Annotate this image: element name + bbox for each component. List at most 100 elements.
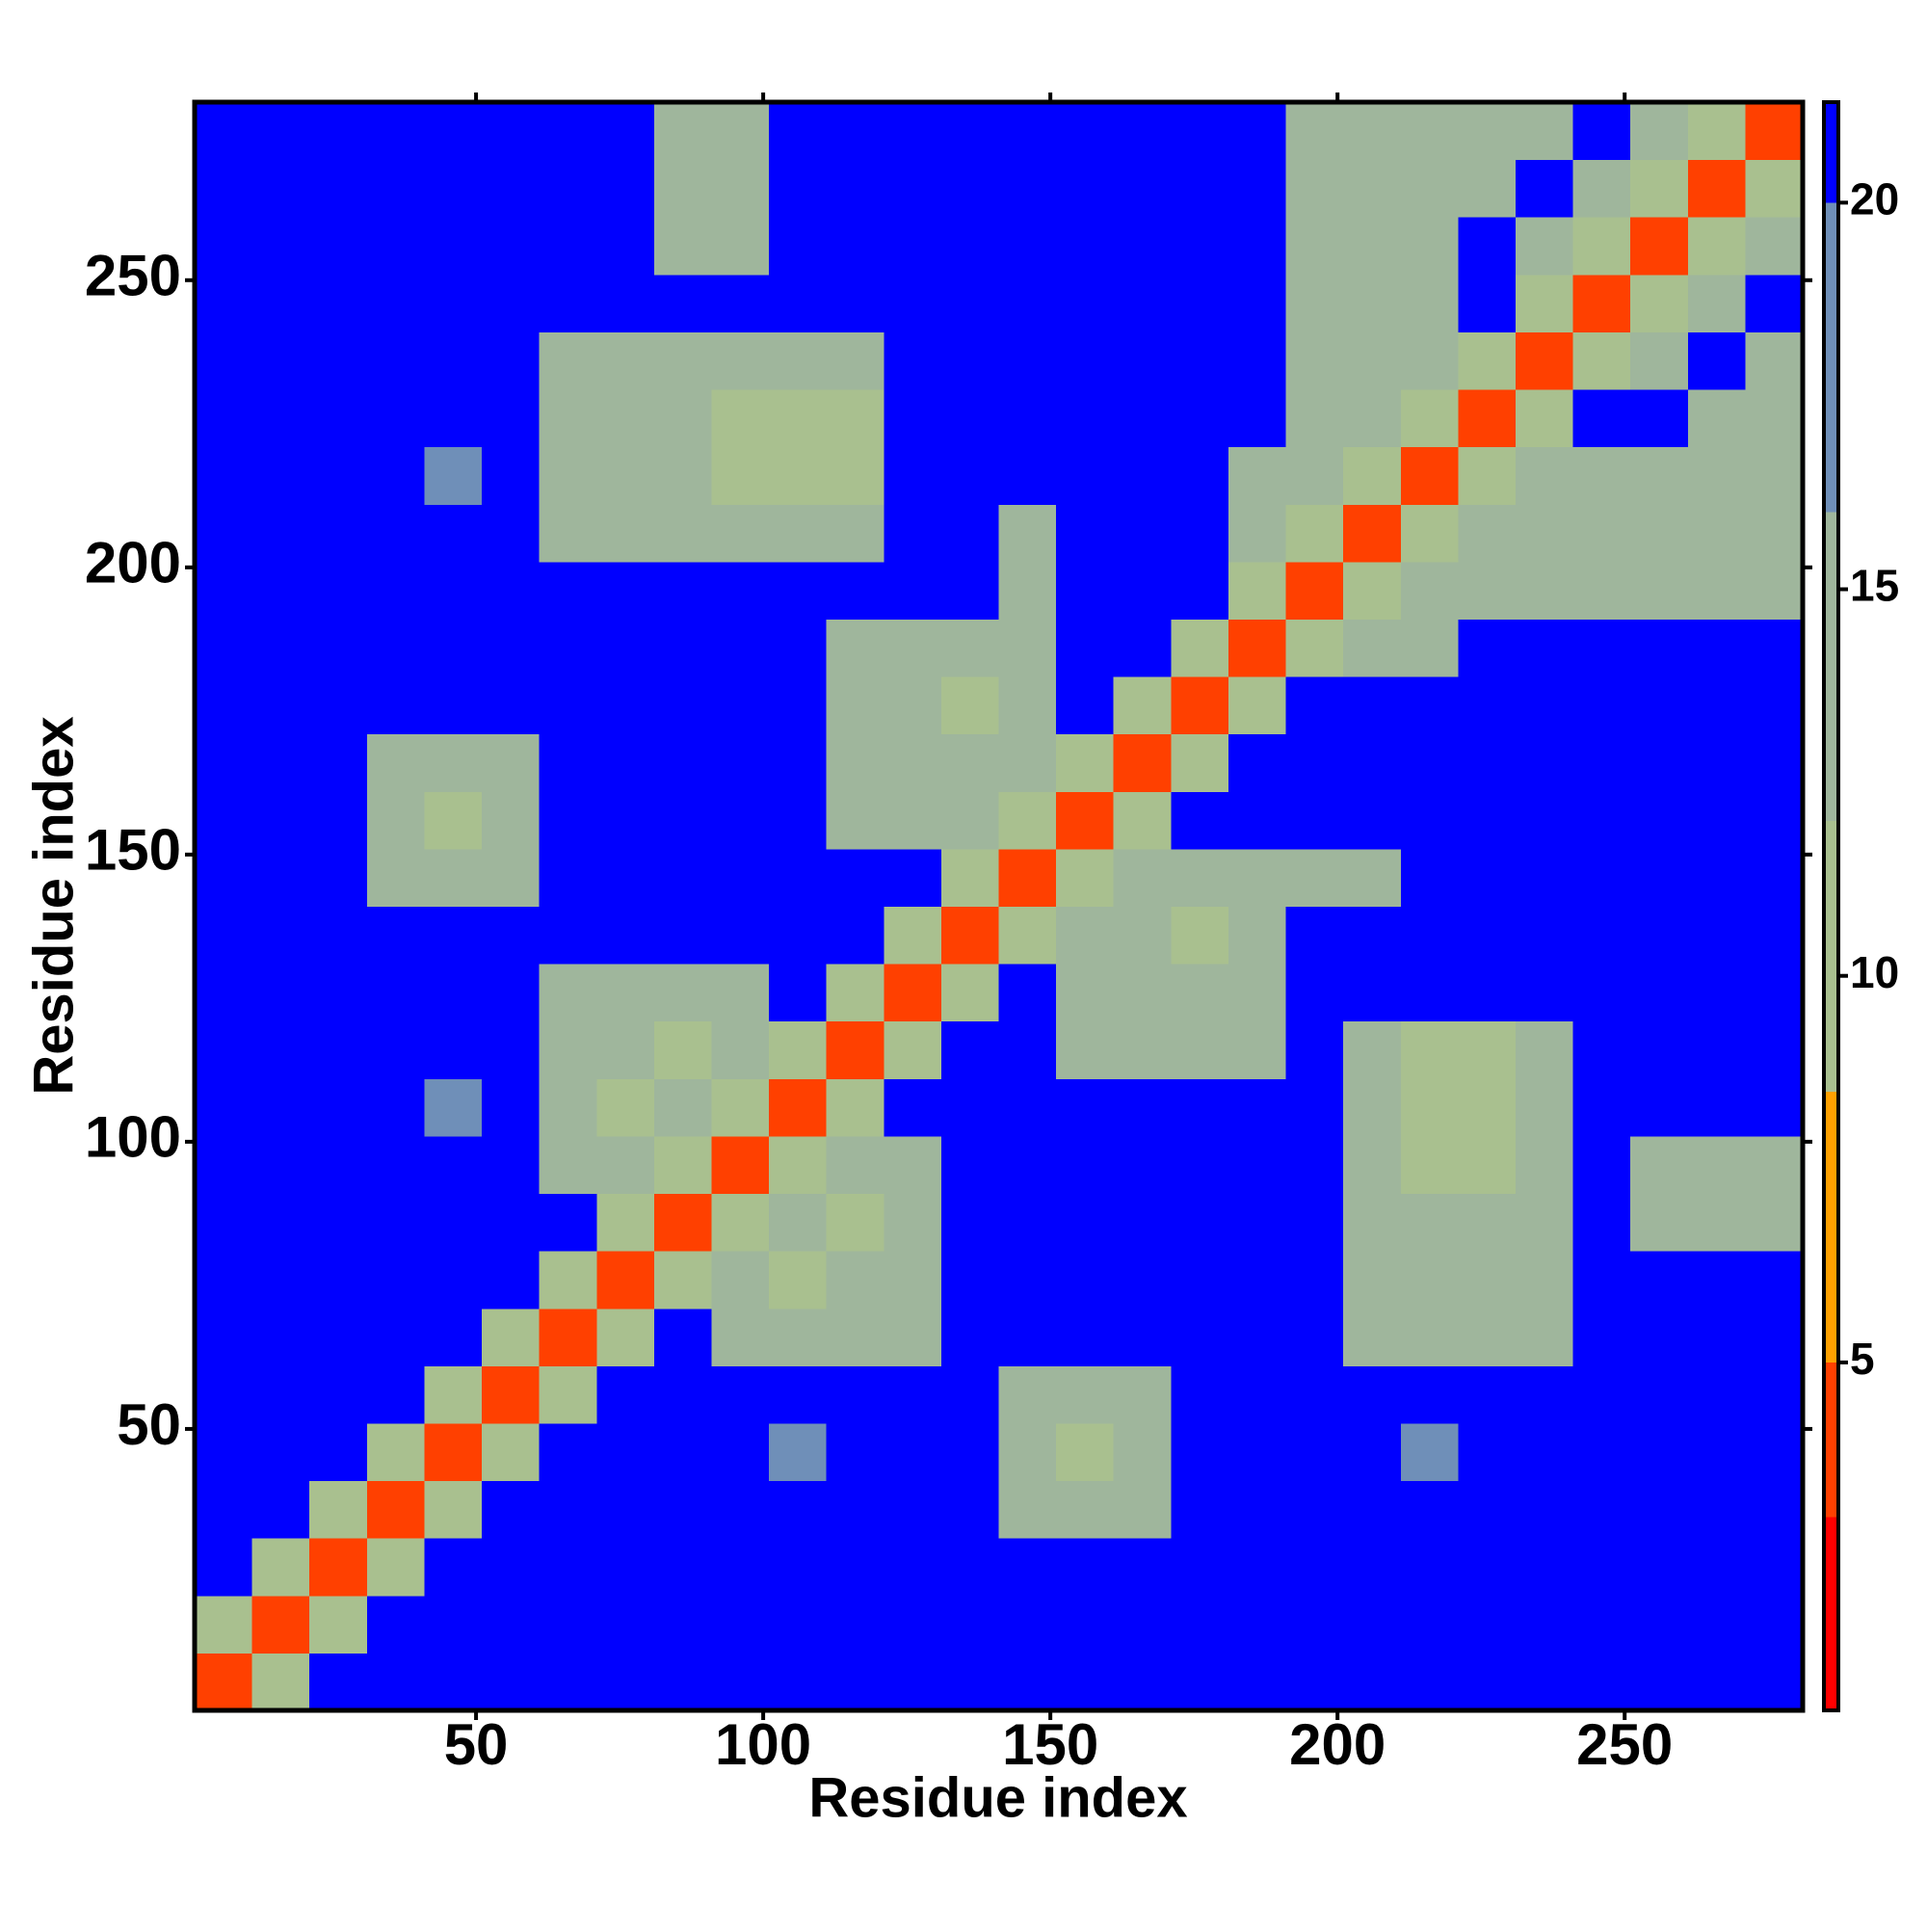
heatmap-cell	[1056, 1653, 1115, 1711]
heatmap-cell	[1285, 389, 1344, 448]
heatmap-cell	[826, 619, 884, 677]
heatmap-cell	[1285, 1308, 1344, 1366]
heatmap-cell	[653, 274, 712, 332]
heatmap-cell	[711, 1308, 770, 1366]
heatmap-cell	[1745, 1308, 1804, 1366]
heatmap-cell	[1171, 619, 1229, 677]
heatmap-cell	[711, 906, 770, 965]
heatmap-cell	[1572, 102, 1631, 161]
heatmap-cell	[539, 217, 597, 276]
heatmap-cell	[1572, 446, 1631, 505]
heatmap-cell	[711, 1422, 770, 1482]
heatmap-cell	[1113, 964, 1172, 1022]
heatmap-cell	[195, 102, 253, 161]
heatmap-cell	[711, 331, 770, 390]
x-tick-label: 50	[444, 1712, 509, 1777]
heatmap-cell	[1285, 848, 1344, 907]
heatmap-cell	[1227, 1193, 1287, 1252]
heatmap-cell	[940, 446, 999, 505]
heatmap-cell	[1458, 1480, 1517, 1539]
heatmap-cell	[1400, 217, 1459, 276]
heatmap-cell	[596, 1422, 655, 1482]
x-tick-label: 150	[1002, 1712, 1098, 1777]
heatmap-cell	[1227, 1422, 1287, 1482]
heatmap-cell	[366, 217, 425, 276]
heatmap-cell	[1056, 102, 1115, 161]
heatmap-cell	[424, 1365, 483, 1424]
heatmap-cell	[711, 1193, 770, 1252]
heatmap-cell	[826, 1538, 884, 1597]
heatmap-cell	[1285, 1020, 1344, 1079]
heatmap-cell	[1687, 619, 1746, 677]
heatmap-cell	[1171, 848, 1229, 907]
heatmap-cell	[424, 791, 483, 850]
heatmap-cell	[826, 676, 884, 735]
colorbar-frame	[1822, 100, 1840, 1712]
heatmap-cell	[998, 1538, 1057, 1597]
heatmap-cell	[884, 159, 942, 218]
heatmap-cell	[195, 964, 253, 1022]
heatmap-cell	[940, 102, 999, 161]
heatmap-cell	[1630, 389, 1689, 448]
heatmap-cell	[1343, 159, 1402, 218]
heatmap-cell	[1285, 1193, 1344, 1252]
heatmap-cell	[1572, 1020, 1631, 1079]
heatmap-cell	[1343, 274, 1402, 332]
heatmap-cell	[826, 217, 884, 276]
heatmap-cell	[998, 906, 1057, 965]
heatmap-cell	[1113, 217, 1172, 276]
heatmap-cell	[1515, 1078, 1574, 1137]
heatmap-cell	[769, 1422, 828, 1482]
heatmap-cell	[482, 619, 541, 677]
heatmap-cell	[482, 561, 541, 620]
heatmap-cell	[653, 1653, 712, 1711]
heatmap-cell	[711, 504, 770, 563]
heatmap-cell	[1630, 1480, 1689, 1539]
heatmap-cell	[711, 791, 770, 850]
heatmap-cell	[251, 274, 310, 332]
heatmap-cell	[1458, 217, 1517, 276]
heatmap-cell	[1745, 1422, 1804, 1482]
heatmap-cell	[539, 1020, 597, 1079]
heatmap-cell	[1458, 274, 1517, 332]
x-tick-label: 250	[1576, 1712, 1673, 1777]
heatmap-cell	[998, 102, 1057, 161]
heatmap-cell	[1458, 446, 1517, 505]
heatmap-cell	[653, 1135, 712, 1195]
heatmap-cell	[251, 561, 310, 620]
heatmap-cell	[940, 561, 999, 620]
heatmap-cell	[251, 964, 310, 1022]
colorbar-tick-label: 10	[1850, 947, 1899, 997]
heatmap-cell	[1113, 331, 1172, 390]
heatmap-cell	[1687, 446, 1746, 505]
heatmap-cell	[653, 1422, 712, 1482]
heatmap-cell	[1285, 504, 1344, 563]
heatmap-cell	[1572, 389, 1631, 448]
heatmap-cell	[195, 446, 253, 505]
heatmap-cell	[1056, 1365, 1115, 1424]
heatmap-cell	[1687, 1365, 1746, 1424]
heatmap-cell	[195, 619, 253, 677]
heatmap-cell	[1400, 446, 1459, 505]
heatmap-cell	[1113, 389, 1172, 448]
heatmap-cell	[826, 159, 884, 218]
heatmap-cell	[884, 906, 942, 965]
heatmap-cell	[940, 217, 999, 276]
heatmap-cell	[539, 274, 597, 332]
heatmap-cell	[195, 331, 253, 390]
heatmap-cell	[769, 1653, 828, 1711]
heatmap-cell	[769, 1078, 828, 1137]
heatmap-cell	[424, 1538, 483, 1597]
heatmap-cell	[769, 1595, 828, 1654]
heatmap-cell	[366, 791, 425, 850]
heatmap-cell	[711, 848, 770, 907]
heatmap-cell	[482, 331, 541, 390]
heatmap-cell	[1458, 102, 1517, 161]
heatmap-cell	[769, 561, 828, 620]
heatmap-cell	[1285, 331, 1344, 390]
heatmap-cell	[940, 791, 999, 850]
heatmap-cell	[884, 848, 942, 907]
heatmap-cell	[1687, 733, 1746, 792]
heatmap-cell	[769, 791, 828, 850]
heatmap-cell	[826, 331, 884, 390]
